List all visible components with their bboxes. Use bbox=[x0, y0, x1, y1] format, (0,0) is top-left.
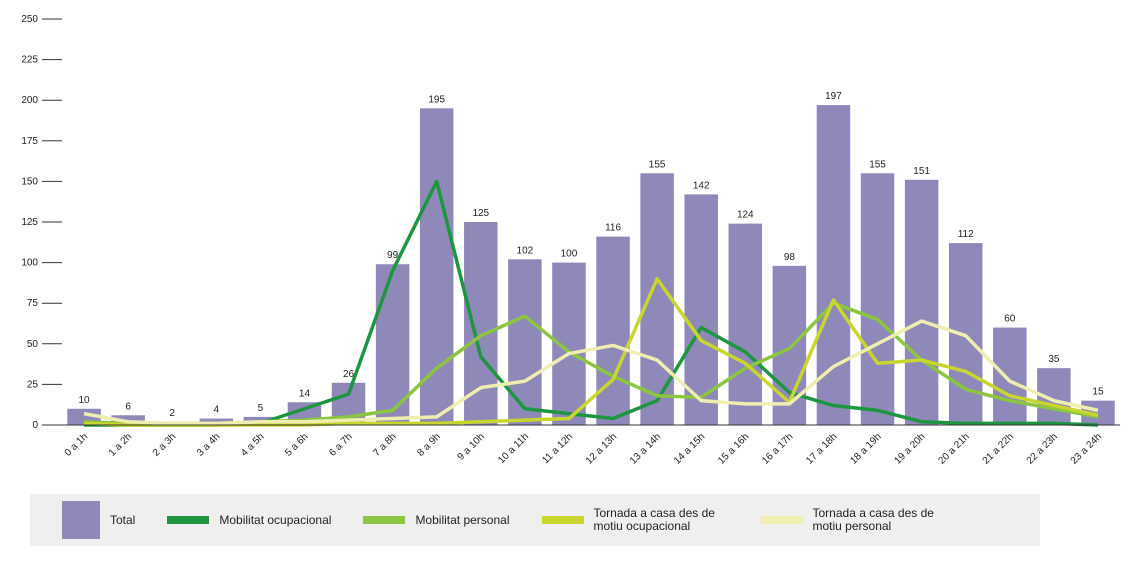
x-tick-label: 2 a 3h bbox=[151, 431, 178, 458]
y-tick-label: 0 bbox=[32, 420, 38, 431]
value-label: 125 bbox=[472, 208, 489, 219]
line bbox=[83, 319, 1099, 426]
x-tick-label: 8 a 9h bbox=[415, 431, 442, 458]
bar bbox=[640, 173, 674, 425]
y-tick-label: 225 bbox=[21, 55, 38, 66]
x-tick-label: 5 a 6h bbox=[283, 431, 310, 458]
bar bbox=[904, 179, 939, 425]
value-label: 35 bbox=[1048, 354, 1060, 365]
x-tick-label: 0 a 1h bbox=[63, 431, 90, 458]
value-label: 10 bbox=[78, 395, 90, 406]
x-tick-label: 19 a 20h bbox=[892, 431, 927, 466]
value-label: 14 bbox=[299, 388, 311, 399]
x-tick-label: 17 a 18h bbox=[804, 431, 839, 466]
value-label: 151 bbox=[913, 166, 930, 177]
x-tick-label: 10 a 11h bbox=[496, 431, 531, 466]
value-label: 102 bbox=[517, 245, 534, 256]
x-tick-label: 1 a 2h bbox=[107, 431, 134, 458]
value-label: 4 bbox=[214, 405, 220, 416]
bar bbox=[860, 173, 895, 425]
x-tick-label: 4 a 5h bbox=[239, 431, 266, 458]
legend-label: Mobilitat personal bbox=[415, 512, 510, 527]
x-tick-label: 3 a 4h bbox=[195, 431, 222, 458]
y-tick-label: 250 bbox=[21, 14, 38, 25]
x-tick-label: 21 a 22h bbox=[981, 431, 1016, 466]
line bbox=[83, 301, 1099, 426]
legend-item: Mobilitat personal bbox=[363, 512, 510, 527]
value-label: 124 bbox=[737, 210, 754, 221]
legend-label: Tornada a casa des de motiu ocupacional bbox=[593, 506, 715, 533]
line bbox=[84, 179, 1099, 427]
x-tick-label: 16 a 17h bbox=[760, 431, 795, 466]
bar bbox=[816, 105, 851, 426]
value-label: 15 bbox=[1092, 387, 1104, 398]
legend-swatch bbox=[62, 501, 100, 539]
value-label: 197 bbox=[825, 91, 842, 102]
legend-swatch bbox=[541, 516, 584, 524]
bar bbox=[728, 223, 763, 425]
y-tick-label: 125 bbox=[21, 217, 38, 228]
value-label: 2 bbox=[169, 408, 175, 419]
value-label: 26 bbox=[343, 369, 355, 380]
legend-item: Tornada a casa des de motiu personal bbox=[760, 506, 948, 533]
y-tick-label: 150 bbox=[21, 176, 38, 187]
value-label: 98 bbox=[784, 252, 796, 263]
value-label: 6 bbox=[125, 401, 131, 412]
y-tick-label: 25 bbox=[27, 379, 39, 390]
value-label: 99 bbox=[387, 250, 399, 261]
x-tick-label: 18 a 19h bbox=[848, 431, 883, 466]
line bbox=[83, 277, 1099, 427]
bar bbox=[419, 108, 454, 425]
legend-label: Tornada a casa des de motiu personal bbox=[812, 506, 934, 533]
legend-label: Total bbox=[110, 512, 136, 527]
value-label: 112 bbox=[958, 229, 974, 240]
y-tick-label: 50 bbox=[27, 339, 39, 350]
x-tick-label: 11 a 12h bbox=[540, 431, 575, 466]
legend-item: Mobilitat ocupacional bbox=[167, 512, 332, 527]
x-tick-label: 23 a 24h bbox=[1069, 431, 1104, 466]
y-tick-label: 100 bbox=[21, 258, 38, 269]
value-label: 116 bbox=[605, 223, 621, 234]
value-label: 155 bbox=[649, 159, 666, 170]
bar bbox=[596, 236, 630, 425]
x-tick-label: 7 a 8h bbox=[371, 431, 398, 458]
x-tick-label: 14 a 15h bbox=[672, 431, 707, 466]
value-label: 195 bbox=[428, 94, 445, 105]
bar bbox=[993, 327, 1027, 425]
value-label: 142 bbox=[693, 180, 710, 191]
x-tick-label: 20 a 21h bbox=[937, 431, 972, 466]
y-tick-label: 200 bbox=[21, 95, 38, 106]
legend-item: Total bbox=[62, 501, 135, 539]
value-label: 155 bbox=[869, 159, 886, 170]
value-label: 100 bbox=[561, 249, 578, 260]
value-label: 60 bbox=[1004, 314, 1016, 325]
x-tick-label: 15 a 16h bbox=[716, 431, 751, 466]
value-label: 5 bbox=[258, 403, 264, 414]
y-tick-label: 75 bbox=[27, 298, 39, 309]
y-tick-label: 175 bbox=[21, 136, 38, 147]
x-tick-label: 13 a 14h bbox=[628, 431, 663, 466]
bar bbox=[684, 194, 718, 425]
legend: Total Mobilitat ocupacional Mobilitat pers… bbox=[30, 494, 1040, 546]
legend-swatch bbox=[167, 516, 210, 524]
legend-item: Tornada a casa des de motiu ocupacional bbox=[541, 506, 729, 533]
x-tick-label: 9 a 10h bbox=[456, 431, 487, 462]
x-tick-label: 22 a 23h bbox=[1025, 431, 1060, 466]
legend-swatch bbox=[363, 516, 406, 524]
legend-swatch bbox=[760, 516, 803, 524]
bar bbox=[508, 259, 542, 425]
legend-label: Mobilitat ocupacional bbox=[219, 512, 332, 527]
x-tick-label: 12 a 13h bbox=[584, 431, 619, 466]
x-tick-label: 6 a 7h bbox=[327, 431, 354, 458]
bar bbox=[464, 222, 498, 425]
